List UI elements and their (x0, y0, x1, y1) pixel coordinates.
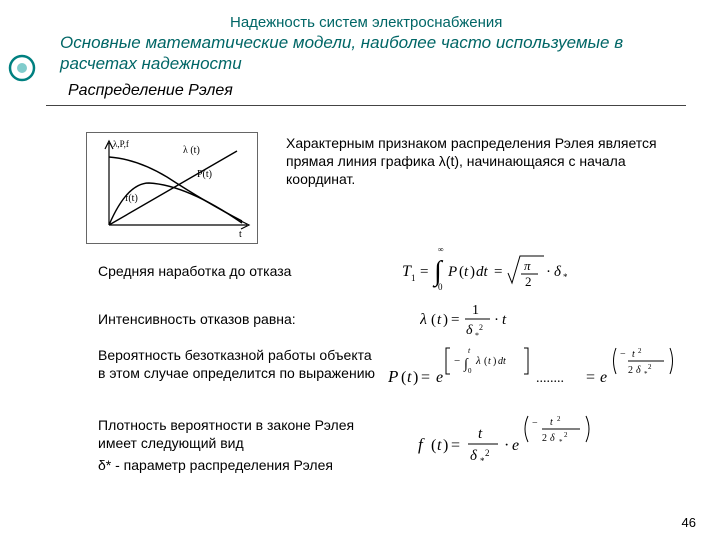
rayleigh-graph: λ,P,f t λ (t) P(t) f(t) (86, 132, 258, 244)
svg-text:): ) (443, 312, 448, 328)
svg-text:−: − (620, 349, 626, 360)
svg-text:=: = (421, 369, 430, 386)
slide-bullet-icon (8, 54, 36, 82)
svg-text:π: π (524, 258, 531, 273)
svg-text:*: * (644, 370, 648, 378)
svg-text:t: t (407, 369, 412, 386)
svg-text:−: − (454, 355, 460, 367)
svg-text:δ: δ (554, 264, 562, 280)
svg-text:=: = (586, 369, 595, 386)
svg-text:): ) (493, 356, 496, 367)
divider (46, 105, 686, 106)
svg-text:t: t (464, 264, 469, 280)
graph-f-label: f(t) (125, 193, 138, 204)
svg-text:P: P (388, 367, 398, 386)
svg-text:*: * (475, 331, 479, 340)
row-param: δ* - параметр распределения Рэлея (98, 456, 418, 474)
svg-text:t: t (437, 312, 442, 328)
svg-text:·: · (494, 312, 499, 328)
svg-text:δ: δ (466, 323, 473, 338)
graph-y-label: λ,P,f (113, 139, 129, 149)
svg-text:δ: δ (636, 365, 641, 376)
svg-text:λ: λ (475, 355, 481, 367)
svg-text:2: 2 (628, 365, 633, 376)
formula-t1: T 1 = ∞ ∫ 0 P ( t ) dt = π 2 · δ * (402, 246, 632, 297)
row-probability: Вероятность безотказной работы объекта в… (98, 346, 378, 382)
svg-text:t: t (502, 312, 507, 328)
svg-text:1: 1 (472, 303, 479, 318)
svg-text:t: t (632, 349, 635, 360)
row-mean-time: Средняя наработка до отказа (98, 262, 388, 280)
graph-lambda-label: λ (t) (183, 145, 200, 156)
svg-text:2: 2 (542, 433, 547, 444)
row-intensity: Интенсивность отказов равна: (98, 310, 398, 328)
svg-text:t: t (437, 437, 442, 454)
svg-text:e: e (512, 437, 519, 454)
svg-text:f: f (418, 435, 425, 454)
svg-text:2: 2 (557, 415, 561, 423)
svg-text:1: 1 (411, 273, 416, 283)
svg-text:2: 2 (564, 431, 568, 439)
svg-text:0: 0 (438, 282, 443, 292)
svg-text:−: − (532, 418, 538, 429)
svg-text:e: e (436, 369, 443, 386)
svg-text:(: ( (431, 437, 436, 454)
svg-text:=: = (420, 264, 428, 280)
svg-text:P: P (447, 264, 457, 280)
svg-text:dt: dt (476, 264, 489, 280)
formula-ft: f ( t ) = t δ * 2 · e − t 2 2 δ * 2 (418, 412, 668, 479)
svg-text:2: 2 (525, 274, 532, 289)
svg-text:2: 2 (485, 448, 490, 458)
svg-text:(: ( (431, 312, 436, 328)
svg-text:2: 2 (648, 363, 652, 371)
svg-text:dt: dt (498, 356, 506, 367)
svg-text:δ: δ (550, 433, 555, 444)
svg-text:δ: δ (470, 448, 478, 464)
row-density: Плотность вероятности в законе Рэлея име… (98, 416, 378, 452)
svg-text:*: * (563, 272, 568, 282)
svg-text:t: t (488, 356, 491, 367)
svg-text:*: * (559, 438, 563, 446)
graph-p-label: P(t) (197, 169, 212, 180)
svg-text:=: = (451, 312, 459, 328)
svg-text:t: t (550, 417, 553, 428)
svg-text:2: 2 (638, 347, 642, 355)
rayleigh-title: Распределение Рэлея (68, 82, 233, 100)
svg-text:0: 0 (468, 367, 472, 375)
svg-text:t: t (468, 346, 471, 355)
svg-text:=: = (451, 437, 460, 454)
characteristic-text: Характерным признаком распределения Рэле… (286, 134, 666, 189)
graph-x-label: t (239, 229, 242, 240)
svg-text:2: 2 (479, 323, 483, 332)
formula-lambda: λ ( t ) = 1 δ * 2 · t (420, 296, 570, 345)
svg-text:): ) (470, 264, 475, 280)
page-number: 46 (682, 515, 696, 530)
svg-text:........: ........ (536, 371, 564, 386)
formula-pt: P ( t ) = e − t ∫ 0 λ ( t ) dt ........ … (388, 342, 698, 413)
svg-text:=: = (494, 264, 502, 280)
svg-text:·: · (546, 264, 551, 280)
header-small: Надежность систем электроснабжения (230, 14, 502, 31)
svg-text:e: e (600, 369, 607, 386)
header-main: Основные математические модели, наиболее… (60, 32, 680, 75)
svg-text:(: ( (401, 369, 406, 386)
svg-text:): ) (413, 369, 418, 386)
svg-text:λ: λ (420, 311, 427, 328)
svg-text:·: · (504, 437, 509, 454)
svg-text:t: t (478, 426, 483, 442)
svg-text:∞: ∞ (438, 246, 444, 254)
svg-text:): ) (443, 437, 448, 454)
